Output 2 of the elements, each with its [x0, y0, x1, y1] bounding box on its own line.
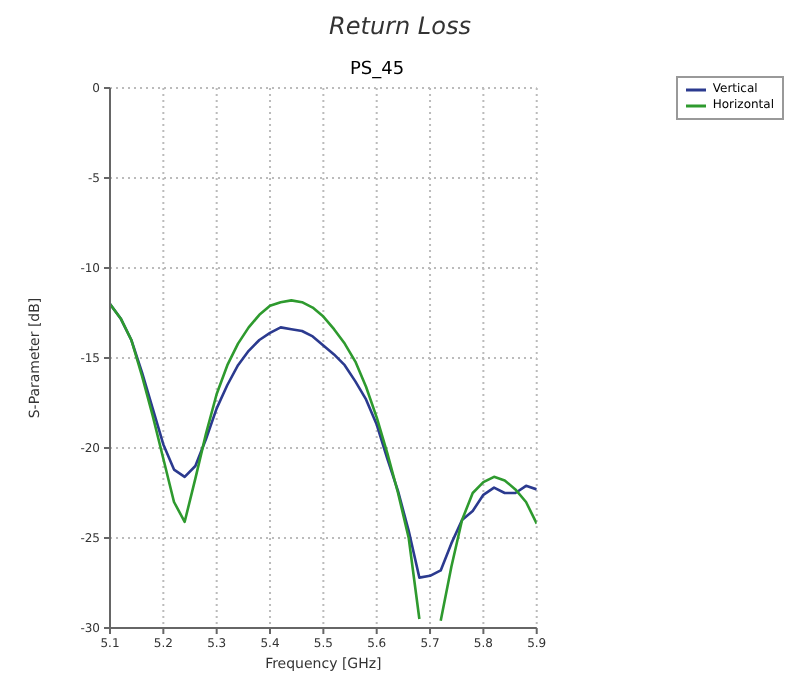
chart-subtitle: PS_45 — [347, 60, 407, 80]
chart-title: Return Loss — [327, 12, 473, 40]
